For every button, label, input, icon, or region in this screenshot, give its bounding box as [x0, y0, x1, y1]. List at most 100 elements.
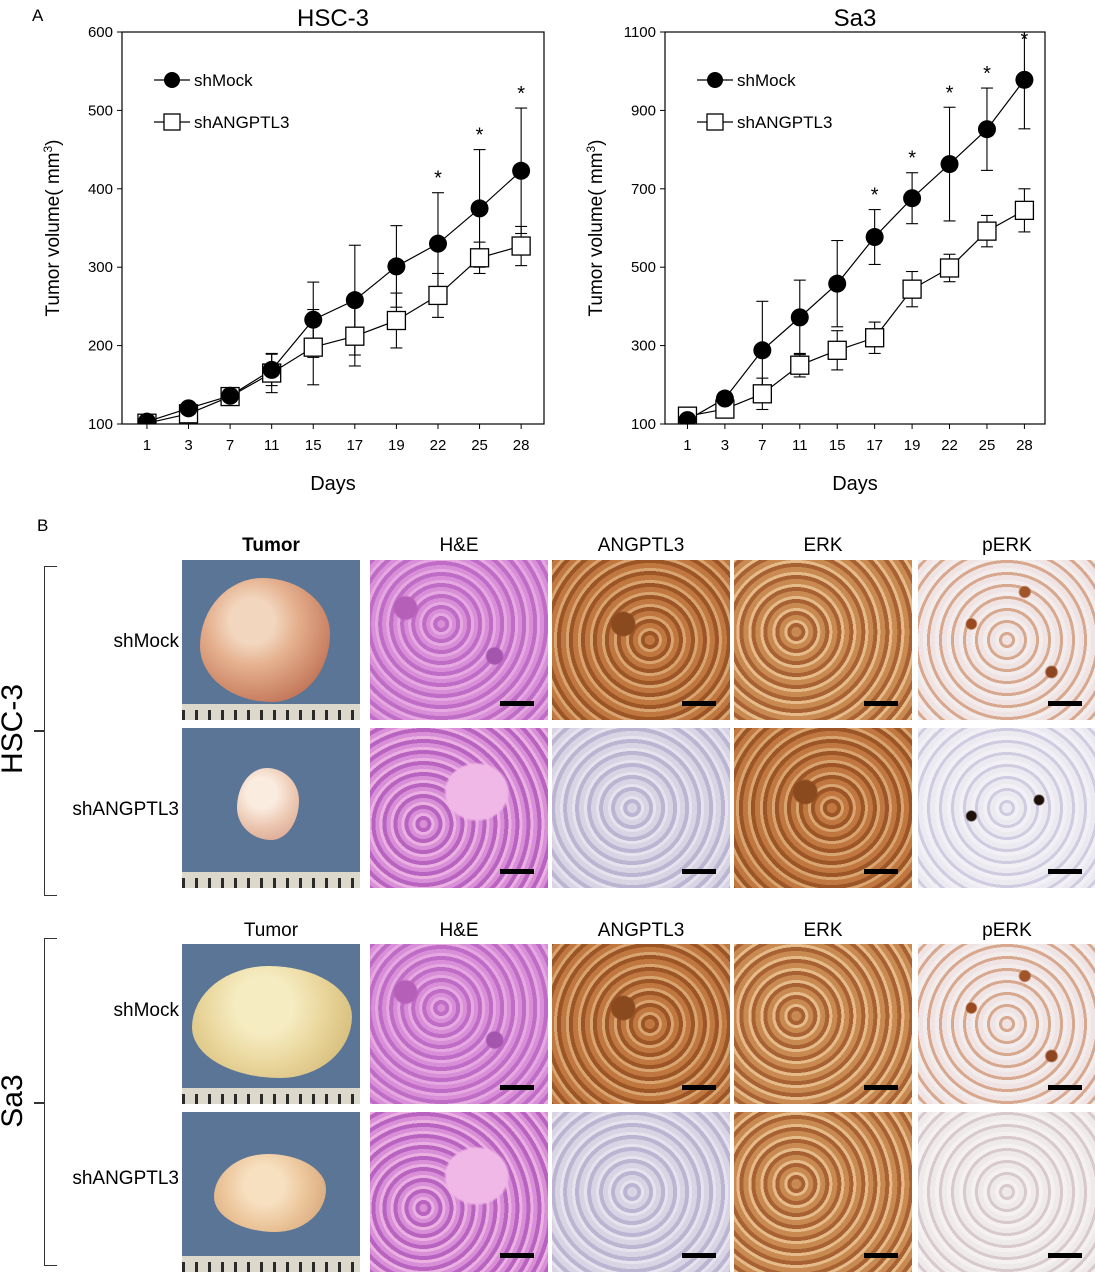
hsc3-sig-star: *: [517, 83, 525, 105]
hsc3-ytick-label: 300: [88, 259, 113, 276]
hsc3-line-shMock: [146, 170, 522, 423]
angptl3-stain-sa3-shmock: [552, 944, 730, 1104]
hsc3-point-shANGPTL3: [303, 337, 323, 357]
hsc3-xtick-label: 17: [346, 437, 363, 454]
sa3-line-shANGPTL3: [687, 209, 1025, 417]
tumor-photo-hsc3-shangptl3: [182, 728, 360, 888]
col-header-tumor-sa3: Tumor: [243, 920, 299, 941]
he-stain-sa3-shangptl3: [370, 1112, 548, 1272]
tumor-photo-sa3-shangptl3: [182, 1112, 360, 1272]
group-label-sa3: Sa3: [0, 1074, 29, 1128]
sa3-ytick-label: 1100: [624, 24, 656, 41]
col-header-angptl3: ANGPTL3: [597, 535, 685, 556]
hsc3-xtick-label: 3: [184, 437, 192, 454]
col-header-erk-sa3: ERK: [803, 920, 843, 941]
chart-hsc3: HSC-3 100 200 300 400 500 600 1 3 7 11 15 17 19 22 25 28…: [41, 5, 545, 495]
sa3-point-shMock: [678, 411, 697, 424]
sa3-legend-label: shANGPTL3: [737, 113, 832, 132]
hsc3-point-shMock: [179, 399, 198, 418]
sa3-point-shANGPTL3: [752, 384, 772, 404]
he-stain-hsc3-shmock: [370, 560, 548, 720]
he-stain-hsc3-shangptl3: [370, 728, 548, 888]
hsc3-point-shANGPTL3: [428, 285, 448, 306]
sa3-point-shMock: [1015, 70, 1034, 89]
sa3-xtick-label: 3: [721, 437, 729, 454]
sa3-xtick-label: 25: [979, 437, 996, 454]
sa3-ytick-label: 100: [631, 416, 656, 433]
sa3-point-shMock: [977, 120, 996, 139]
sa3-ytick-label: 300: [631, 338, 656, 355]
sa3-point-shANGPTL3: [939, 258, 960, 278]
row-label-sa3-shangptl3: shANGPTL3: [72, 1168, 179, 1189]
sa3-point-shMock: [940, 155, 959, 174]
hsc3-plot-area: [137, 107, 531, 424]
col-header-perk-sa3: pERK: [982, 920, 1032, 941]
sa3-xtick-label: 11: [792, 437, 808, 454]
hsc3-xtick-label: 19: [388, 437, 405, 454]
hsc3-xtick-label: 25: [471, 437, 488, 454]
erk-stain-hsc3-shmock: [734, 560, 912, 720]
sa3-point-shMock: [753, 341, 772, 360]
hsc3-xtick-label: 11: [264, 437, 280, 454]
sa3-xlabel: Days: [832, 473, 878, 495]
sa3-point-shANGPTL3: [1014, 200, 1035, 221]
hsc3-sig-star: *: [434, 168, 442, 190]
sa3-line-shMock: [687, 79, 1025, 421]
sa3-ytick-label: 700: [631, 181, 656, 198]
hsc3-title: HSC-3: [297, 5, 369, 32]
hsc3-ylabel: Tumor volume( mm3): [41, 140, 64, 317]
sa3-sig-star: *: [908, 148, 916, 170]
sa3-point-shANGPTL3: [790, 355, 810, 375]
hsc3-xtick-label: 28: [513, 437, 530, 454]
sa3-sig-star: *: [871, 185, 879, 207]
col-header-he: H&E: [439, 535, 479, 556]
hsc3-point-shMock: [137, 412, 156, 424]
hsc3-xlabel: Days: [310, 473, 356, 495]
he-stain-sa3-shmock: [370, 944, 548, 1104]
sa3-xtick-label: 19: [904, 437, 921, 454]
hsc3-ytick-label: 200: [88, 338, 113, 355]
group-label-hsc3: HSC-3: [0, 684, 29, 775]
hsc3-legend-label: shANGPTL3: [194, 113, 289, 132]
hsc3-ytick-label: 500: [88, 102, 113, 119]
col-header-perk: pERK: [982, 535, 1032, 556]
sa3-title: Sa3: [834, 5, 877, 32]
hsc3-sig-star: *: [476, 125, 484, 147]
sa3-sig-star: *: [983, 63, 991, 85]
hsc3-point-shANGPTL3: [511, 236, 531, 256]
sa3-point-shMock: [828, 274, 847, 293]
sa3-point-shMock: [903, 189, 922, 208]
bracket-tick-sa3: [34, 1102, 44, 1104]
sa3-legend-marker: [706, 113, 724, 131]
sa3-point-shMock: [790, 308, 809, 327]
row-label-hsc3-shmock: shMock: [113, 631, 179, 652]
hsc3-point-shMock: [387, 257, 406, 276]
perk-stain-hsc3-shangptl3: [918, 728, 1095, 888]
hsc3-point-shMock: [304, 310, 323, 329]
sa3-point-shMock: [865, 228, 884, 247]
row-label-sa3-shmock: shMock: [113, 1000, 179, 1021]
panel-label-a: A: [32, 6, 44, 25]
hsc3-legend-label: shMock: [194, 71, 253, 90]
hsc3-xtick-label: 7: [226, 437, 234, 454]
sa3-xtick-label: 7: [758, 437, 766, 454]
bracket-sa3: [44, 938, 57, 1266]
hsc3-point-shANGPTL3: [345, 326, 365, 346]
perk-stain-sa3-shangptl3: [918, 1112, 1095, 1272]
sa3-xtick-label: 28: [1016, 437, 1033, 454]
sa3-point-shANGPTL3: [902, 279, 922, 299]
sa3-legend-label: shMock: [737, 71, 796, 90]
perk-stain-sa3-shmock: [918, 944, 1095, 1104]
sa3-plot-frame: [664, 31, 1046, 425]
hsc3-point-shMock: [428, 234, 447, 253]
panel-label-b: B: [37, 516, 49, 535]
sa3-point-shMock: [715, 389, 734, 408]
hsc3-legend-marker: [164, 72, 180, 88]
hsc3-xtick-label: 15: [305, 437, 322, 454]
hsc3-plot-frame: [121, 31, 545, 425]
hsc3-point-shANGPTL3: [386, 310, 407, 331]
erk-stain-sa3-shmock: [734, 944, 912, 1104]
sa3-point-shANGPTL3: [865, 328, 885, 348]
angptl3-stain-sa3-shangptl3: [552, 1112, 730, 1272]
hsc3-point-shMock: [262, 360, 281, 379]
